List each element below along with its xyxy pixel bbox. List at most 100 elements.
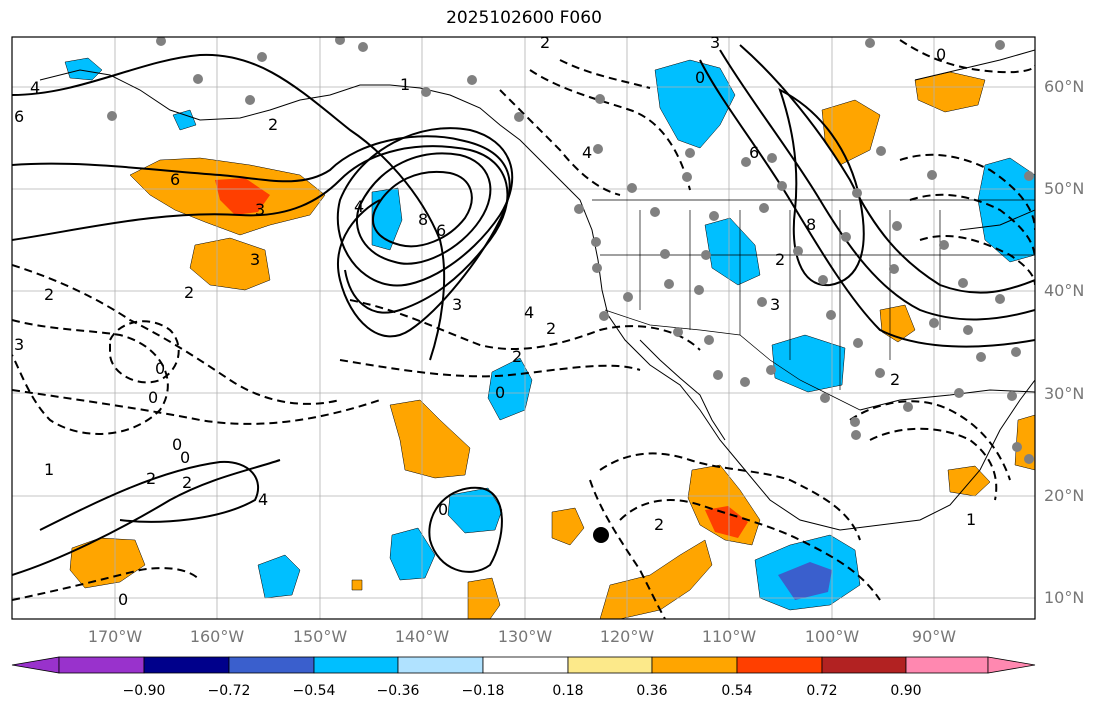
lon-label: 110°W bbox=[701, 627, 757, 646]
contour-label: 4 bbox=[258, 490, 268, 509]
blue-region bbox=[977, 157, 1035, 263]
lon-label: 140°W bbox=[394, 627, 450, 646]
contour-label: 2 bbox=[512, 347, 522, 366]
marker-dot bbox=[593, 527, 609, 543]
contour-label: 1 bbox=[44, 460, 54, 479]
contour-label: 6 bbox=[436, 221, 446, 240]
contours bbox=[12, 39, 1035, 619]
contour-label: 2 bbox=[546, 319, 556, 338]
orange-region bbox=[189, 237, 271, 291]
orange-region bbox=[351, 579, 363, 591]
contour-label: 8 bbox=[418, 210, 428, 229]
colorbar bbox=[11, 656, 1036, 674]
colorbar-tick: −0.54 bbox=[292, 683, 336, 699]
orange-region bbox=[389, 399, 471, 479]
colorbar-tick: −0.36 bbox=[376, 683, 420, 699]
colorbar-bin bbox=[567, 656, 653, 674]
contour-label: 3 bbox=[14, 335, 24, 354]
colorbar-bin bbox=[905, 656, 989, 674]
colorbar-high-extend bbox=[987, 656, 1036, 674]
colorbar-tick: 0.18 bbox=[552, 683, 584, 699]
lat-label: 40°N bbox=[1044, 281, 1085, 300]
lon-label: 170°W bbox=[87, 627, 143, 646]
colorbar-tick: 0.54 bbox=[721, 683, 753, 699]
contour-label: 0 bbox=[495, 383, 505, 402]
lat-label: 10°N bbox=[1044, 588, 1085, 607]
contour-label: 3 bbox=[250, 250, 260, 269]
contour-label: 4 bbox=[524, 303, 534, 322]
colorbar-bin bbox=[736, 656, 823, 674]
blue-region bbox=[654, 59, 736, 149]
red-region bbox=[215, 178, 270, 215]
contour-label: 2 bbox=[182, 473, 192, 492]
lon-label: 90°W bbox=[911, 627, 957, 646]
orange-region bbox=[467, 577, 501, 619]
colorbar-tick: −0.18 bbox=[461, 683, 505, 699]
lat-label: 30°N bbox=[1044, 384, 1085, 403]
colorbar-tick: 0.36 bbox=[636, 683, 668, 699]
contour-label: 1 bbox=[400, 75, 410, 94]
contour-label: 3 bbox=[710, 33, 720, 52]
colorbar-low-extend bbox=[11, 656, 60, 674]
colorbar-bin bbox=[143, 656, 230, 674]
contour-label: 4 bbox=[354, 197, 364, 216]
lat-label: 60°N bbox=[1044, 77, 1085, 96]
contour-label: 6 bbox=[14, 107, 24, 126]
lat-label: 20°N bbox=[1044, 486, 1085, 505]
colorbar-bin bbox=[313, 656, 399, 674]
lon-label: 120°W bbox=[599, 627, 655, 646]
contour-label: 3 bbox=[255, 200, 265, 219]
contour-label: 6 bbox=[170, 170, 180, 189]
colorbar-tick: −0.90 bbox=[122, 683, 166, 699]
contour-labels: 4 6 2 6 3 3 4 8 6 2 0 3 4 0 0 4 2 6 8 2 … bbox=[14, 33, 976, 609]
contour-label: 0 bbox=[695, 68, 705, 87]
contour-label: 2 bbox=[146, 469, 156, 488]
colorbar-tick: 0.90 bbox=[890, 683, 922, 699]
contour-label: 2 bbox=[775, 250, 785, 269]
lat-label: 50°N bbox=[1044, 179, 1085, 198]
blue-region bbox=[172, 109, 197, 131]
contour-label: 4 bbox=[582, 143, 592, 162]
orange-region bbox=[551, 507, 585, 546]
orange-region bbox=[69, 537, 146, 589]
colorbar-bin bbox=[482, 656, 569, 674]
contour-label: 0 bbox=[936, 45, 946, 64]
lon-label: 130°W bbox=[497, 627, 553, 646]
dark-blue-region bbox=[778, 562, 832, 600]
colorbar-bin bbox=[58, 656, 145, 674]
contour-label: 0 bbox=[172, 435, 182, 454]
contour-label: 2 bbox=[890, 370, 900, 389]
blue-region bbox=[704, 217, 761, 286]
contour-label: 4 bbox=[30, 78, 40, 97]
contour-label: 0 bbox=[155, 359, 165, 378]
orange-region bbox=[599, 539, 713, 619]
contour-label: 0 bbox=[438, 500, 448, 519]
contour-label: 6 bbox=[749, 143, 759, 162]
contour-label: 2 bbox=[540, 33, 550, 52]
colorbar-tick: −0.72 bbox=[207, 683, 251, 699]
borders bbox=[592, 199, 1035, 411]
contour-label: 2 bbox=[44, 285, 54, 304]
colorbar-bin bbox=[821, 656, 907, 674]
blue-region bbox=[447, 487, 503, 534]
colorbar-bin bbox=[397, 656, 484, 674]
station-dots bbox=[107, 37, 1034, 464]
shaded-regions bbox=[64, 57, 1035, 619]
contour-label: 2 bbox=[654, 515, 664, 534]
contour-label: 3 bbox=[770, 295, 780, 314]
red-region bbox=[705, 506, 748, 538]
contour-label: 1 bbox=[966, 510, 976, 529]
contour-label: 0 bbox=[180, 448, 190, 467]
contour-label: 2 bbox=[184, 283, 194, 302]
map-title: 2025102600 F060 bbox=[446, 8, 602, 28]
lon-label: 160°W bbox=[189, 627, 245, 646]
blue-region bbox=[389, 527, 436, 581]
contour-label: 0 bbox=[148, 388, 158, 407]
colorbar-tick: 0.72 bbox=[806, 683, 838, 699]
blue-region bbox=[257, 554, 301, 599]
contour-label: 2 bbox=[268, 115, 278, 134]
colorbar-bin bbox=[651, 656, 738, 674]
lon-label: 100°W bbox=[804, 627, 860, 646]
contour-label: 3 bbox=[452, 295, 462, 314]
